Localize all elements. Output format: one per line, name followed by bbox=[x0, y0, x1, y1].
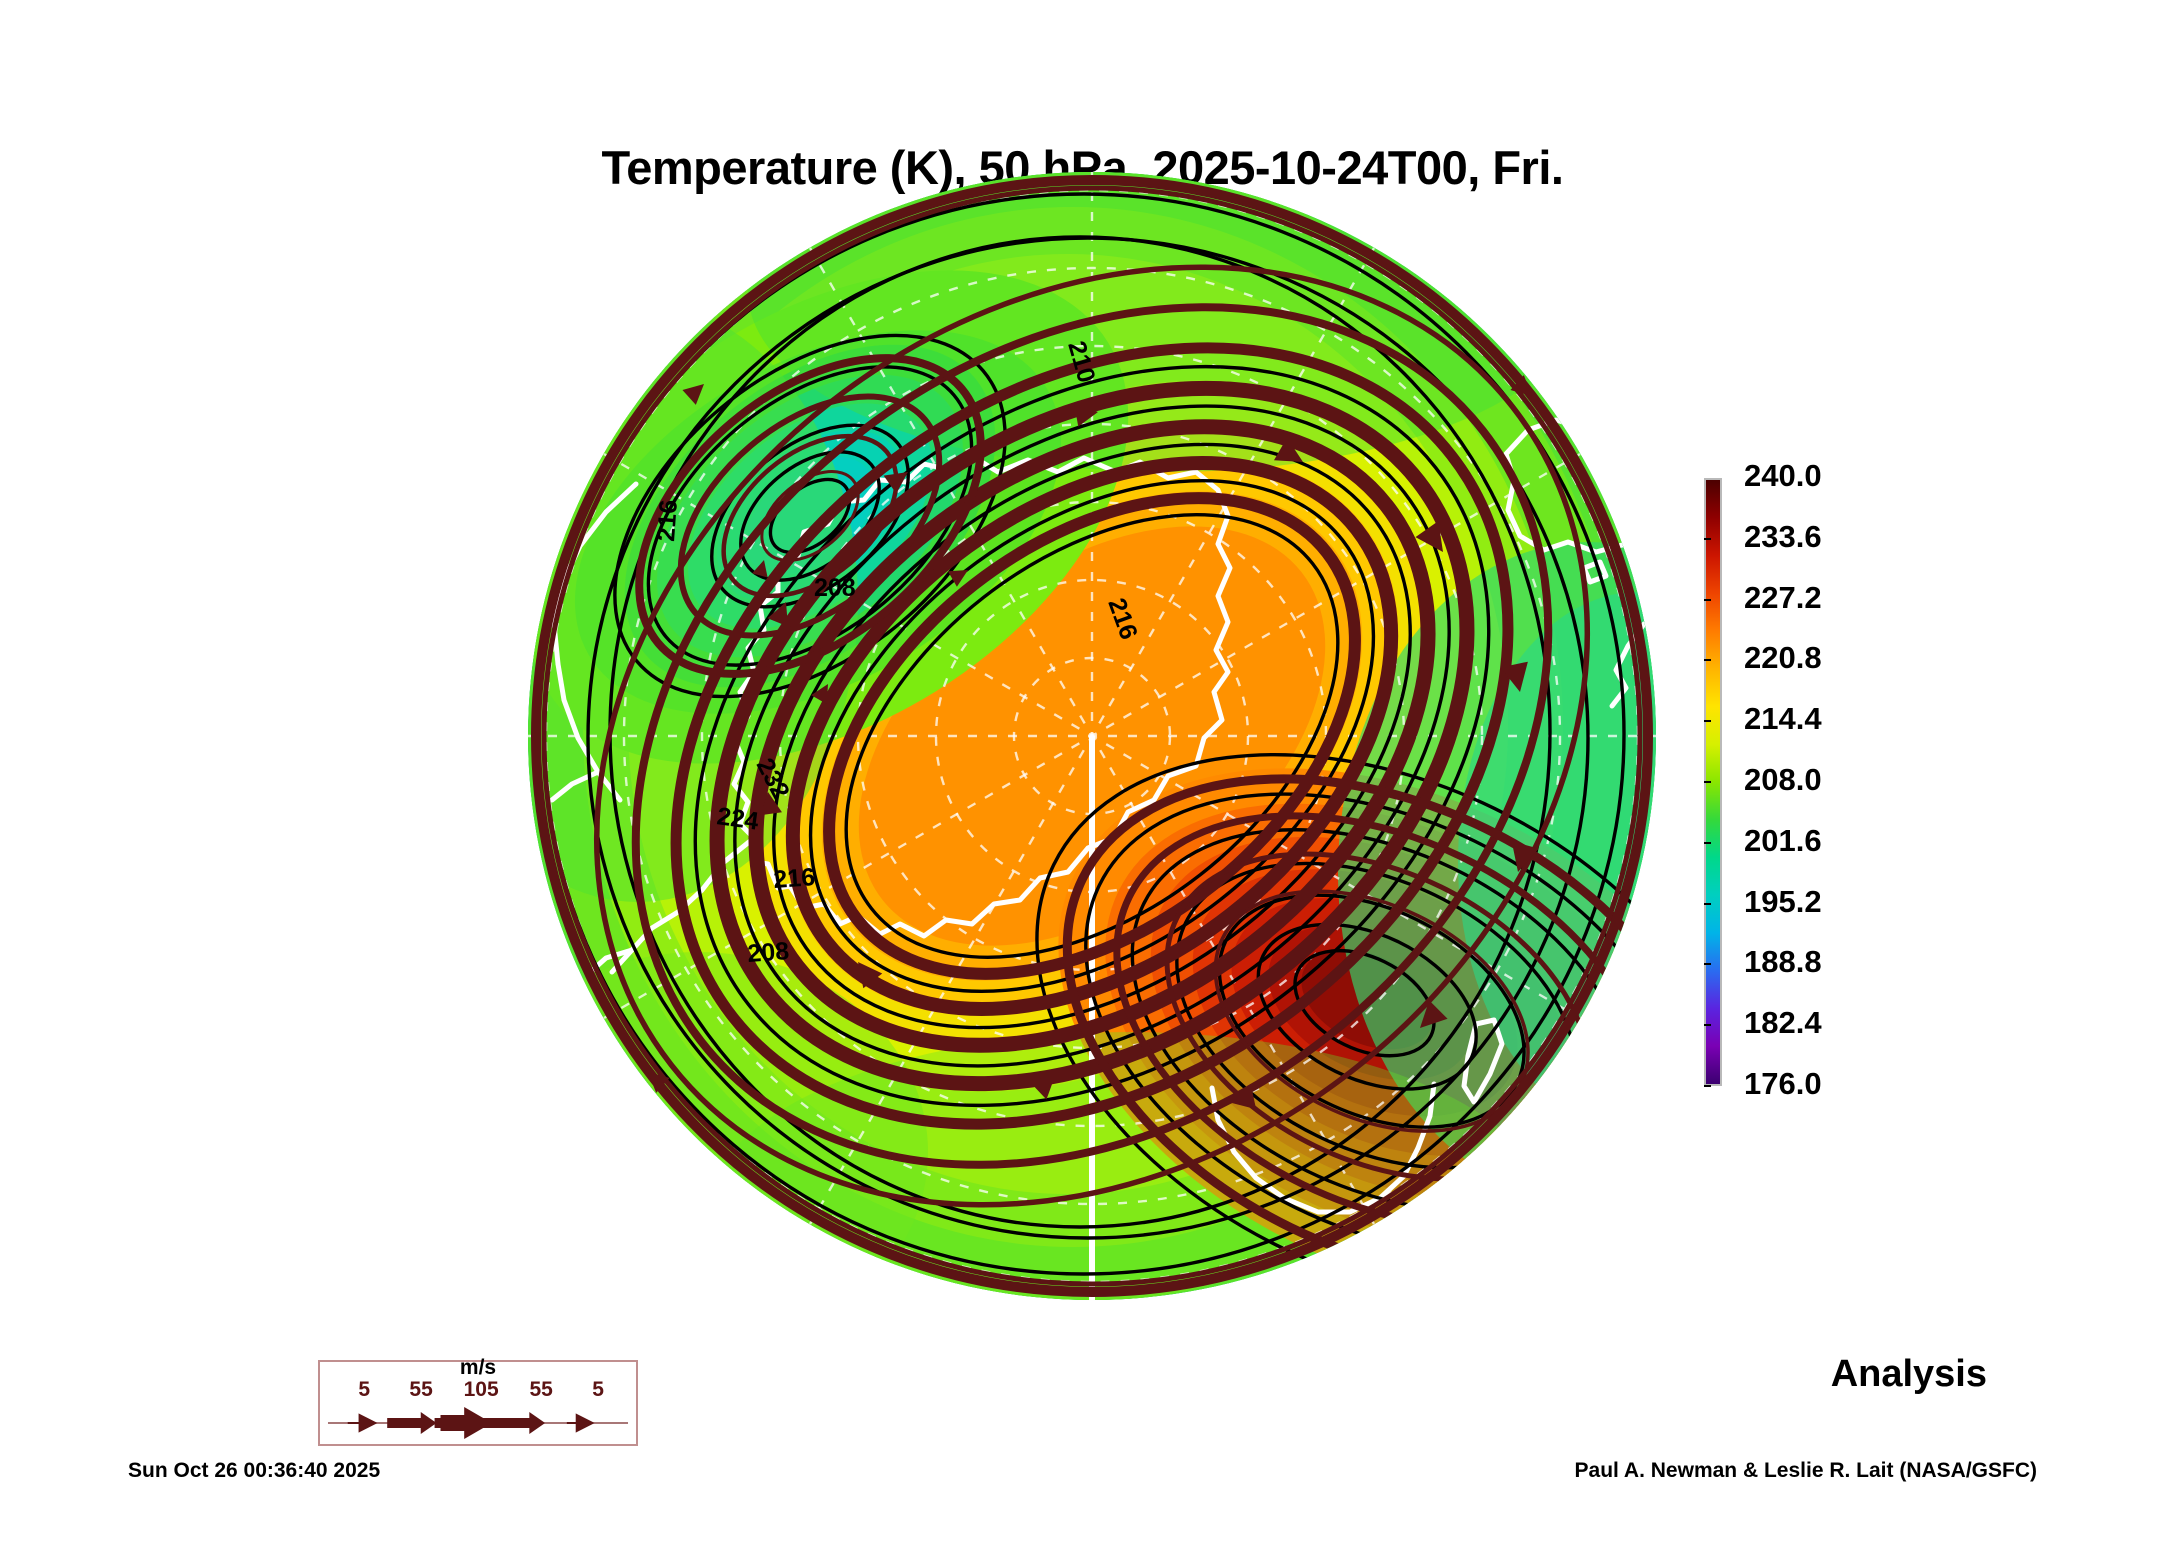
wind-arrow-graphic bbox=[327, 1407, 629, 1439]
globe-disc: 200 208 216 210 216 208 208 216 232 224 … bbox=[528, 172, 1656, 1300]
wind-value-1: 5 bbox=[358, 1378, 371, 1401]
contour-label: 216 bbox=[729, 237, 776, 274]
wind-value-4: 55 bbox=[529, 1378, 553, 1401]
map-layers: 200 208 216 210 216 208 208 216 232 224 … bbox=[528, 172, 1656, 1300]
contour-label: 200 bbox=[708, 172, 758, 187]
colorbar-tick bbox=[1704, 1085, 1711, 1087]
wind-speed-legend: m/s 5 55 105 55 5 bbox=[318, 1356, 638, 1446]
colorbar-tick bbox=[1704, 902, 1711, 905]
colorbar-label: 208.0 bbox=[1744, 762, 1822, 797]
colorbar-label: 227.2 bbox=[1744, 579, 1822, 615]
colorbar-tick bbox=[1704, 1024, 1711, 1027]
contour-label: 216 bbox=[772, 863, 816, 894]
wind-value-2: 55 bbox=[409, 1378, 433, 1401]
contour-label: 208 bbox=[579, 208, 627, 258]
colorbar-label: 188.8 bbox=[1744, 944, 1822, 980]
colorbar: 240.0 233.6 227.2 220.8 214.4 208.0 201.6 195.2… bbox=[1704, 458, 2004, 1101]
wind-streamlines bbox=[531, 175, 1656, 1297]
colorbar-label: 240.0 bbox=[1744, 458, 1822, 493]
colorbar-tick bbox=[1704, 659, 1711, 662]
colorbar-tick bbox=[1704, 598, 1711, 601]
contour-label: 208 bbox=[814, 574, 856, 602]
wind-value-5: 5 bbox=[592, 1378, 604, 1401]
author-credit: Paul A. Newman & Leslie R. Lait (NASA/GS… bbox=[1574, 1459, 2037, 1482]
generation-timestamp: Sun Oct 26 00:36:40 2025 bbox=[128, 1459, 381, 1482]
colorbar-tick bbox=[1704, 781, 1711, 783]
analysis-label: Analysis bbox=[1830, 1353, 1987, 1395]
colorbar-tick bbox=[1704, 963, 1711, 966]
colorbar-label: 195.2 bbox=[1744, 883, 1822, 919]
contour-label: 224 bbox=[715, 802, 760, 836]
polar-map-panel: 200 208 216 210 216 208 208 216 232 224 … bbox=[528, 172, 1656, 1300]
colorbar-label: 176.0 bbox=[1744, 1066, 1822, 1101]
colorbar-tick bbox=[1704, 841, 1711, 844]
colorbar-tick bbox=[1704, 720, 1711, 723]
colorbar-label: 182.4 bbox=[1744, 1005, 1822, 1041]
colorbar-label: 233.6 bbox=[1744, 518, 1822, 554]
contour-label: 208 bbox=[746, 937, 790, 968]
contour-label: 216 bbox=[652, 499, 683, 543]
colorbar-label: 214.4 bbox=[1744, 701, 1822, 737]
wind-units-label: m/s bbox=[459, 1356, 497, 1379]
colorbar-label: 220.8 bbox=[1744, 640, 1822, 676]
wind-value-3: 105 bbox=[463, 1378, 499, 1401]
colorbar-label: 201.6 bbox=[1744, 822, 1822, 858]
colorbar-tick bbox=[1704, 537, 1711, 540]
wind-arrow-scale bbox=[326, 1406, 630, 1440]
